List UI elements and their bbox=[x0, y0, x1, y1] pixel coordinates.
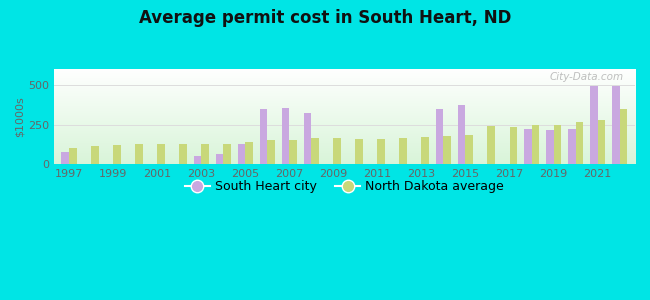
Bar bbox=[590, 86, 597, 164]
Bar bbox=[333, 138, 341, 164]
Bar bbox=[554, 124, 561, 164]
Bar bbox=[378, 139, 385, 164]
Bar bbox=[612, 86, 619, 164]
Bar bbox=[311, 138, 319, 164]
Legend: South Heart city, North Dakota average: South Heart city, North Dakota average bbox=[179, 175, 509, 198]
Bar bbox=[113, 145, 121, 164]
Bar bbox=[289, 140, 297, 164]
Bar bbox=[157, 144, 165, 164]
Bar bbox=[216, 154, 224, 164]
Bar bbox=[356, 139, 363, 164]
Bar bbox=[568, 129, 575, 164]
Bar bbox=[575, 122, 583, 164]
Bar bbox=[202, 144, 209, 164]
Bar bbox=[532, 125, 539, 164]
Text: City-Data.com: City-Data.com bbox=[549, 72, 623, 82]
Bar bbox=[304, 113, 311, 164]
Bar bbox=[524, 129, 532, 164]
Bar bbox=[443, 136, 451, 164]
Bar bbox=[267, 140, 275, 164]
Bar bbox=[597, 120, 605, 164]
Bar bbox=[69, 148, 77, 164]
Bar bbox=[179, 144, 187, 164]
Bar bbox=[465, 135, 473, 164]
Bar bbox=[510, 127, 517, 164]
Bar bbox=[245, 142, 253, 164]
Bar bbox=[194, 155, 202, 164]
Y-axis label: $1000s: $1000s bbox=[15, 96, 25, 137]
Bar bbox=[135, 144, 143, 164]
Bar bbox=[436, 110, 443, 164]
Bar bbox=[619, 110, 627, 164]
Bar bbox=[62, 152, 69, 164]
Bar bbox=[399, 138, 407, 164]
Bar bbox=[488, 126, 495, 164]
Bar bbox=[546, 130, 554, 164]
Bar bbox=[421, 137, 429, 164]
Bar bbox=[224, 144, 231, 164]
Bar bbox=[458, 105, 465, 164]
Bar bbox=[281, 108, 289, 164]
Bar bbox=[259, 109, 267, 164]
Text: Average permit cost in South Heart, ND: Average permit cost in South Heart, ND bbox=[139, 9, 511, 27]
Bar bbox=[238, 144, 245, 164]
Bar bbox=[91, 146, 99, 164]
